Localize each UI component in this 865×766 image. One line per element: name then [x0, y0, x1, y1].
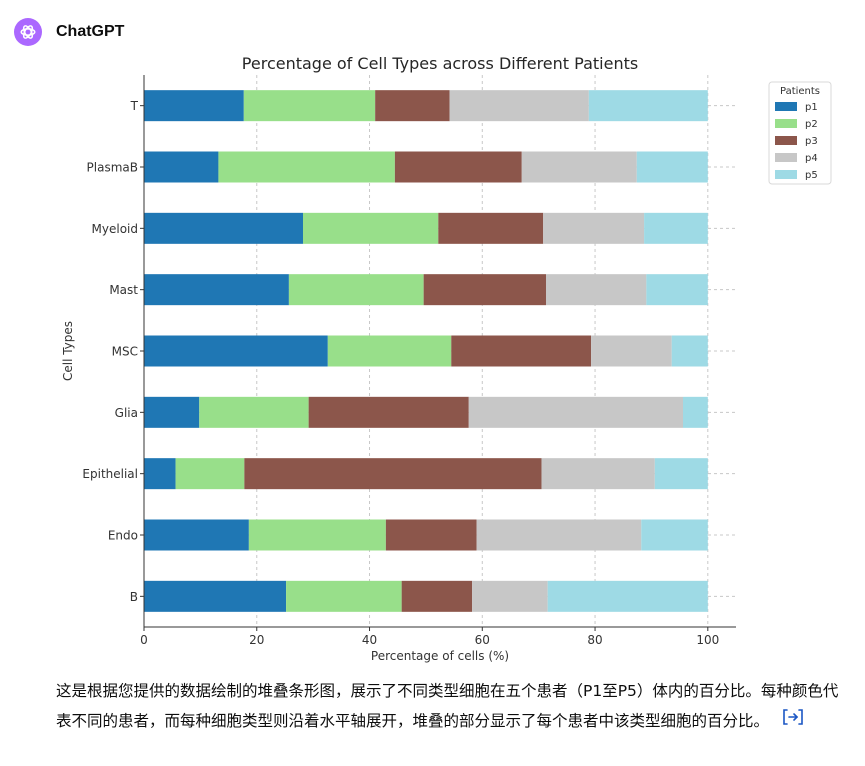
- x-tick-label: 80: [587, 633, 602, 647]
- bar-segment-p2-msc: [327, 335, 452, 367]
- legend-swatch-p5: [775, 170, 797, 179]
- bar-segment-p4-msc: [591, 335, 672, 367]
- y-tick-label: Myeloid: [92, 222, 138, 236]
- y-tick-label: B: [130, 590, 138, 604]
- bar-segment-p5-endo: [641, 519, 708, 551]
- bar-segment-p3-endo: [385, 519, 477, 551]
- bar-segment-p5-t: [588, 90, 708, 122]
- bar-segment-p4-glia: [468, 396, 684, 428]
- bar-segment-p1-myeloid: [144, 212, 303, 244]
- bar-segment-p2-mast: [288, 274, 424, 306]
- legend-swatch-p4: [775, 153, 797, 162]
- bar-segment-p4-plasmab: [521, 151, 637, 183]
- code-bracket-icon[interactable]: [782, 707, 804, 737]
- x-tick-label: 20: [249, 633, 264, 647]
- bar-segment-p5-msc: [671, 335, 708, 367]
- bar-segment-p4-endo: [476, 519, 642, 551]
- bar-segment-p3-b: [401, 580, 473, 612]
- chat-header: ChatGPT: [14, 17, 124, 47]
- bar-segment-p3-glia: [308, 396, 469, 428]
- legend-swatch-p2: [775, 119, 797, 128]
- bar-segment-p5-plasmab: [636, 151, 708, 183]
- bar-segment-p3-t: [375, 90, 450, 122]
- bar-segment-p1-endo: [144, 519, 249, 551]
- bar-segment-p2-myeloid: [302, 212, 439, 244]
- legend-label-p5: p5: [805, 170, 818, 181]
- y-axis-label: Cell Types: [61, 321, 75, 381]
- x-tick-label: 100: [696, 633, 719, 647]
- legend-label-p4: p4: [805, 153, 818, 164]
- bar-segment-p3-mast: [423, 274, 546, 306]
- bar-segment-p2-glia: [199, 396, 309, 428]
- bar-segment-p5-mast: [646, 274, 708, 306]
- bar-segment-p3-epithelial: [244, 458, 542, 490]
- y-tick-label: MSC: [112, 345, 138, 359]
- y-tick-label: Mast: [109, 283, 138, 297]
- bar-segment-p1-plasmab: [144, 151, 219, 183]
- x-tick-label: 60: [475, 633, 490, 647]
- app-name: ChatGPT: [56, 23, 125, 40]
- bar-segment-p2-t: [243, 90, 376, 122]
- message-text: 这是根据您提供的数据绘制的堆叠条形图，展示了不同类型细胞在五个患者（P1至P5）…: [56, 682, 839, 730]
- legend-swatch-p3: [775, 136, 797, 145]
- y-tick-label: T: [130, 99, 139, 113]
- bar-segment-p4-mast: [545, 274, 647, 306]
- bar-segment-p5-glia: [683, 396, 708, 428]
- bar-segment-p5-myeloid: [644, 212, 708, 244]
- bar-segment-p1-msc: [144, 335, 328, 367]
- y-tick-label: Epithelial: [82, 467, 138, 481]
- bar-segment-p3-msc: [451, 335, 592, 367]
- bar-segment-p2-epithelial: [175, 458, 245, 490]
- bar-segment-p4-b: [472, 580, 548, 612]
- bar-segment-p2-plasmab: [218, 151, 395, 183]
- stacked-bar-chart: Percentage of Cell Types across Differen…: [61, 54, 832, 663]
- bar-segment-p3-myeloid: [438, 212, 544, 244]
- bar-segment-p2-endo: [248, 519, 386, 551]
- bar-segment-p4-t: [449, 90, 589, 122]
- y-tick-label: Glia: [115, 406, 138, 420]
- bar-segment-p1-glia: [144, 396, 200, 428]
- chatgpt-logo-icon: [14, 18, 42, 46]
- bar-segment-p1-t: [144, 90, 244, 122]
- bar-segment-p5-b: [547, 580, 708, 612]
- legend-label-p2: p2: [805, 119, 818, 130]
- y-tick-label: PlasmaB: [87, 161, 138, 175]
- x-tick-label: 0: [140, 633, 148, 647]
- bar-segment-p3-plasmab: [394, 151, 522, 183]
- x-axis-label: Percentage of cells (%): [371, 649, 509, 663]
- legend-swatch-p1: [775, 102, 797, 111]
- chart-title: Percentage of Cell Types across Differen…: [242, 54, 638, 73]
- bar-segment-p2-b: [286, 580, 402, 612]
- legend-title: Patients: [780, 86, 820, 97]
- bar-segment-p4-epithelial: [541, 458, 655, 490]
- bar-segment-p4-myeloid: [543, 212, 645, 244]
- y-tick-label: Endo: [108, 529, 138, 543]
- x-tick-label: 40: [362, 633, 377, 647]
- bar-segment-p5-epithelial: [654, 458, 708, 490]
- assistant-message: 这是根据您提供的数据绘制的堆叠条形图，展示了不同类型细胞在五个患者（P1至P5）…: [56, 676, 846, 737]
- bar-segment-p1-epithelial: [144, 458, 176, 490]
- legend-label-p3: p3: [805, 136, 818, 147]
- legend-box: [768, 81, 832, 185]
- bar-segment-p1-mast: [144, 274, 289, 306]
- legend-label-p1: p1: [805, 102, 818, 113]
- bar-segment-p1-b: [144, 580, 287, 612]
